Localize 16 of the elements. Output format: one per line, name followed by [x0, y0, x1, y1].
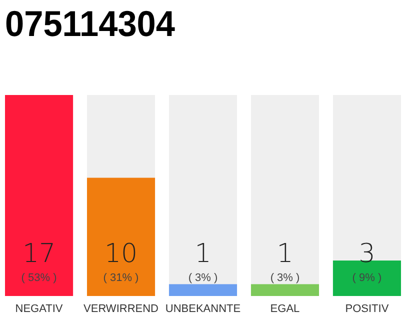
x-tick-label: NEGATIV: [15, 303, 64, 315]
annotation: ( 9% ): [352, 272, 382, 284]
data-label: 1: [194, 239, 212, 269]
annotation: ( 3% ): [188, 272, 218, 284]
data-label: 10: [104, 239, 138, 269]
chart-title: 075114304: [5, 3, 184, 44]
data-label: 17: [22, 239, 56, 269]
x-tick-label: EGAL: [270, 303, 300, 315]
annotation: ( 53% ): [21, 272, 57, 284]
annotation: ( 3% ): [270, 272, 300, 284]
bar: [332, 260, 401, 296]
x-tick-label: POSITIV: [345, 303, 390, 315]
data-label: 1: [276, 239, 294, 269]
x-tick-label: VERWIRREND: [84, 303, 159, 315]
annotation: ( 31% ): [103, 272, 139, 284]
x-tick-label: UNBEKANNTE: [165, 303, 241, 315]
